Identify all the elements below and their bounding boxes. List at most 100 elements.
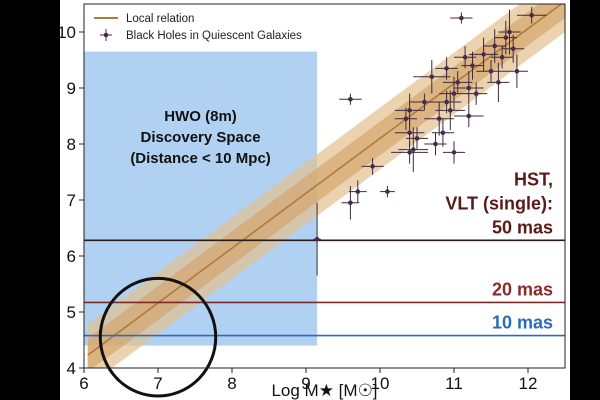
point-marker	[503, 35, 509, 40]
x-tick-label: 11	[445, 374, 463, 393]
point-marker	[429, 74, 435, 80]
point-marker	[414, 136, 420, 141]
point-marker	[403, 116, 409, 122]
point-marker	[370, 164, 375, 169]
legend-item: Black Holes in Quiescent Galaxies	[100, 29, 302, 42]
plot-frame	[83, 3, 566, 369]
highlight-circle-shape	[98, 276, 218, 398]
x-tick-label: 10	[371, 374, 390, 393]
point-marker	[529, 12, 534, 18]
data-point	[435, 90, 466, 130]
x-tick-label: 8	[227, 374, 236, 393]
y-tick-label: 4	[67, 359, 76, 378]
point-marker	[422, 99, 427, 105]
data-point	[431, 118, 454, 147]
point-marker	[314, 236, 320, 242]
discovery-region-label: (Distance < 10 Mpc)	[130, 150, 270, 167]
point-marker	[407, 130, 412, 136]
data-point	[498, 9, 521, 55]
x-tick-label: 12	[519, 374, 538, 393]
data-point	[394, 107, 417, 130]
point-marker	[407, 150, 412, 155]
data-point	[348, 180, 367, 203]
data-point	[454, 71, 484, 105]
data-points	[313, 6, 547, 276]
resolution-limit-lines	[84, 239, 565, 337]
point-marker	[385, 189, 390, 194]
data-point	[468, 37, 499, 72]
point-marker	[473, 91, 479, 96]
resolution-label: 10 mas	[492, 313, 553, 333]
discovery-region-label: Discovery Space	[141, 129, 261, 146]
legend-label: Black Holes in Quiescent Galaxies	[126, 30, 302, 42]
point-marker	[499, 54, 505, 60]
point-marker	[492, 43, 498, 49]
point-marker	[436, 116, 442, 122]
x-axis-label: Log M★ [M☉]	[271, 381, 377, 400]
local-relation-line	[87, 4, 563, 356]
point-marker	[470, 63, 475, 68]
data-point	[487, 62, 510, 102]
point-marker	[488, 68, 494, 74]
data-point	[435, 57, 458, 80]
point-marker	[355, 189, 361, 194]
data-point	[505, 54, 528, 88]
annotations: HWO (8m) Discovery Space (Distance < 10 Mp…	[130, 108, 553, 333]
point-marker	[407, 108, 412, 113]
local-relation-band	[87, 4, 565, 368]
point-marker	[440, 130, 446, 136]
data-point	[424, 102, 454, 136]
data-point	[413, 60, 451, 94]
legend-label: Local relation	[126, 13, 194, 25]
point-marker	[433, 141, 438, 147]
point-marker	[459, 15, 464, 21]
y-tick-label: 9	[67, 79, 76, 98]
data-point	[380, 186, 395, 198]
point-marker	[451, 150, 457, 155]
point-marker	[348, 96, 353, 102]
point-marker	[455, 80, 461, 85]
data-point	[361, 158, 384, 175]
y-tick-label: 5	[67, 303, 76, 322]
legend-point-swatch	[103, 32, 109, 38]
data-point	[391, 141, 429, 164]
point-marker	[466, 85, 472, 91]
resolution-label: VLT (single):	[445, 193, 553, 213]
point-marker	[348, 200, 353, 206]
point-marker	[496, 80, 501, 85]
data-point	[476, 60, 506, 83]
resolution-label: 20 mas	[492, 279, 553, 299]
data-point	[491, 46, 514, 69]
data-point	[398, 127, 429, 172]
x-tick-label: 9	[301, 374, 310, 393]
point-marker	[514, 68, 520, 74]
point-marker	[466, 113, 472, 119]
data-point	[454, 104, 484, 128]
data-point	[431, 90, 462, 114]
data-point	[394, 93, 425, 128]
discovery-region-label: HWO (8m)	[164, 108, 237, 125]
data-point	[465, 82, 488, 105]
data-point	[450, 12, 473, 24]
data-point	[405, 127, 429, 150]
x-tick-label: 6	[79, 374, 88, 393]
data-point	[461, 51, 484, 80]
data-point	[339, 93, 362, 105]
y-tick-label: 6	[67, 247, 76, 266]
y-tick-label: 10	[60, 23, 76, 42]
x-tick-label: 7	[153, 374, 162, 393]
data-point	[442, 71, 473, 94]
point-marker	[444, 99, 449, 105]
point-marker	[451, 91, 457, 96]
y-tick-label: 8	[67, 135, 76, 154]
resolution-label: 50 mas	[492, 217, 553, 237]
legend-item: Local relation	[94, 13, 194, 25]
y-tick-label: 7	[67, 191, 76, 210]
resolution-label: HST,	[514, 169, 553, 189]
data-point	[516, 6, 547, 24]
point-marker	[411, 147, 416, 152]
point-marker	[444, 66, 449, 71]
